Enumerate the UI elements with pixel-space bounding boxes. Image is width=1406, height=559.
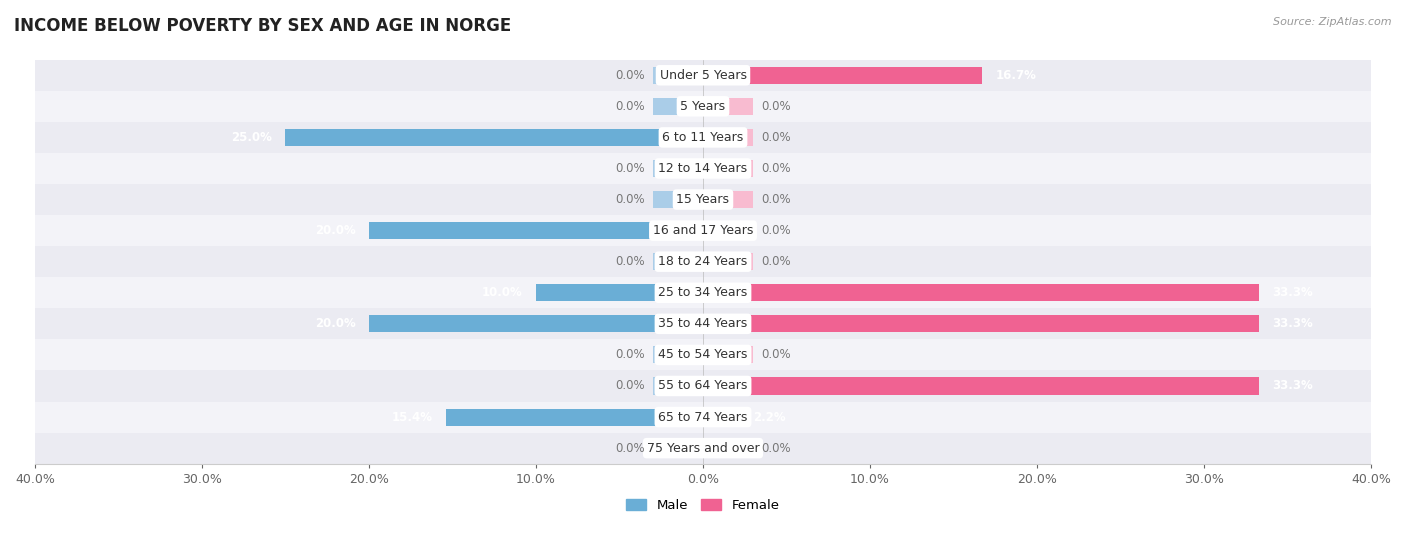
Text: 0.0%: 0.0% bbox=[614, 69, 644, 82]
Text: 45 to 54 Years: 45 to 54 Years bbox=[658, 348, 748, 362]
Bar bbox=[703, 98, 754, 115]
Text: 0.0%: 0.0% bbox=[762, 193, 792, 206]
Bar bbox=[35, 91, 1371, 122]
Text: INCOME BELOW POVERTY BY SEX AND AGE IN NORGE: INCOME BELOW POVERTY BY SEX AND AGE IN N… bbox=[14, 17, 512, 35]
Text: 33.3%: 33.3% bbox=[1272, 286, 1313, 299]
Text: 0.0%: 0.0% bbox=[614, 162, 644, 175]
Bar bbox=[703, 222, 754, 239]
Bar bbox=[35, 277, 1371, 309]
Text: 6 to 11 Years: 6 to 11 Years bbox=[662, 131, 744, 144]
Bar bbox=[35, 215, 1371, 246]
Text: 5 Years: 5 Years bbox=[681, 100, 725, 113]
Bar bbox=[652, 67, 703, 84]
Bar bbox=[35, 184, 1371, 215]
Bar bbox=[703, 191, 754, 208]
Text: 20.0%: 20.0% bbox=[315, 224, 356, 237]
Text: 33.3%: 33.3% bbox=[1272, 380, 1313, 392]
Text: 0.0%: 0.0% bbox=[614, 193, 644, 206]
Bar bbox=[368, 315, 703, 333]
Bar bbox=[35, 246, 1371, 277]
Bar bbox=[446, 409, 703, 425]
Bar bbox=[652, 191, 703, 208]
Bar bbox=[703, 160, 754, 177]
Bar bbox=[652, 98, 703, 115]
Text: 12 to 14 Years: 12 to 14 Years bbox=[658, 162, 748, 175]
Bar bbox=[703, 439, 754, 457]
Bar bbox=[285, 129, 703, 146]
Text: 0.0%: 0.0% bbox=[614, 255, 644, 268]
Text: 16.7%: 16.7% bbox=[995, 69, 1036, 82]
Bar bbox=[368, 222, 703, 239]
Text: 15 Years: 15 Years bbox=[676, 193, 730, 206]
Bar bbox=[652, 347, 703, 363]
Bar bbox=[35, 339, 1371, 371]
Text: 0.0%: 0.0% bbox=[762, 100, 792, 113]
Text: 16 and 17 Years: 16 and 17 Years bbox=[652, 224, 754, 237]
Text: 0.0%: 0.0% bbox=[614, 380, 644, 392]
Text: 0.0%: 0.0% bbox=[762, 255, 792, 268]
Text: 0.0%: 0.0% bbox=[762, 131, 792, 144]
Bar bbox=[652, 253, 703, 270]
Bar bbox=[703, 67, 981, 84]
Text: 0.0%: 0.0% bbox=[614, 100, 644, 113]
Bar bbox=[35, 433, 1371, 463]
Text: 65 to 74 Years: 65 to 74 Years bbox=[658, 410, 748, 424]
Bar bbox=[35, 153, 1371, 184]
Text: 55 to 64 Years: 55 to 64 Years bbox=[658, 380, 748, 392]
Text: 25 to 34 Years: 25 to 34 Years bbox=[658, 286, 748, 299]
Text: 0.0%: 0.0% bbox=[762, 348, 792, 362]
Bar bbox=[703, 284, 1260, 301]
Bar bbox=[703, 253, 754, 270]
Bar bbox=[35, 371, 1371, 401]
Text: 75 Years and over: 75 Years and over bbox=[647, 442, 759, 454]
Bar bbox=[652, 377, 703, 395]
Text: 15.4%: 15.4% bbox=[391, 410, 433, 424]
Bar bbox=[35, 60, 1371, 91]
Text: Source: ZipAtlas.com: Source: ZipAtlas.com bbox=[1274, 17, 1392, 27]
Text: 10.0%: 10.0% bbox=[482, 286, 523, 299]
Text: Under 5 Years: Under 5 Years bbox=[659, 69, 747, 82]
Bar bbox=[703, 129, 754, 146]
Text: 0.0%: 0.0% bbox=[762, 442, 792, 454]
Text: 33.3%: 33.3% bbox=[1272, 318, 1313, 330]
Text: 0.0%: 0.0% bbox=[762, 162, 792, 175]
Text: 20.0%: 20.0% bbox=[315, 318, 356, 330]
Bar bbox=[652, 160, 703, 177]
Text: 0.0%: 0.0% bbox=[614, 442, 644, 454]
Text: 0.0%: 0.0% bbox=[614, 348, 644, 362]
Bar bbox=[35, 122, 1371, 153]
Bar bbox=[703, 409, 740, 425]
Text: 25.0%: 25.0% bbox=[231, 131, 273, 144]
Text: 0.0%: 0.0% bbox=[762, 224, 792, 237]
Legend: Male, Female: Male, Female bbox=[621, 494, 785, 518]
Text: 35 to 44 Years: 35 to 44 Years bbox=[658, 318, 748, 330]
Bar bbox=[652, 439, 703, 457]
Bar bbox=[703, 377, 1260, 395]
Text: 18 to 24 Years: 18 to 24 Years bbox=[658, 255, 748, 268]
Bar bbox=[35, 401, 1371, 433]
Bar bbox=[703, 347, 754, 363]
Bar bbox=[703, 315, 1260, 333]
Bar bbox=[536, 284, 703, 301]
Bar bbox=[35, 309, 1371, 339]
Text: 2.2%: 2.2% bbox=[754, 410, 786, 424]
